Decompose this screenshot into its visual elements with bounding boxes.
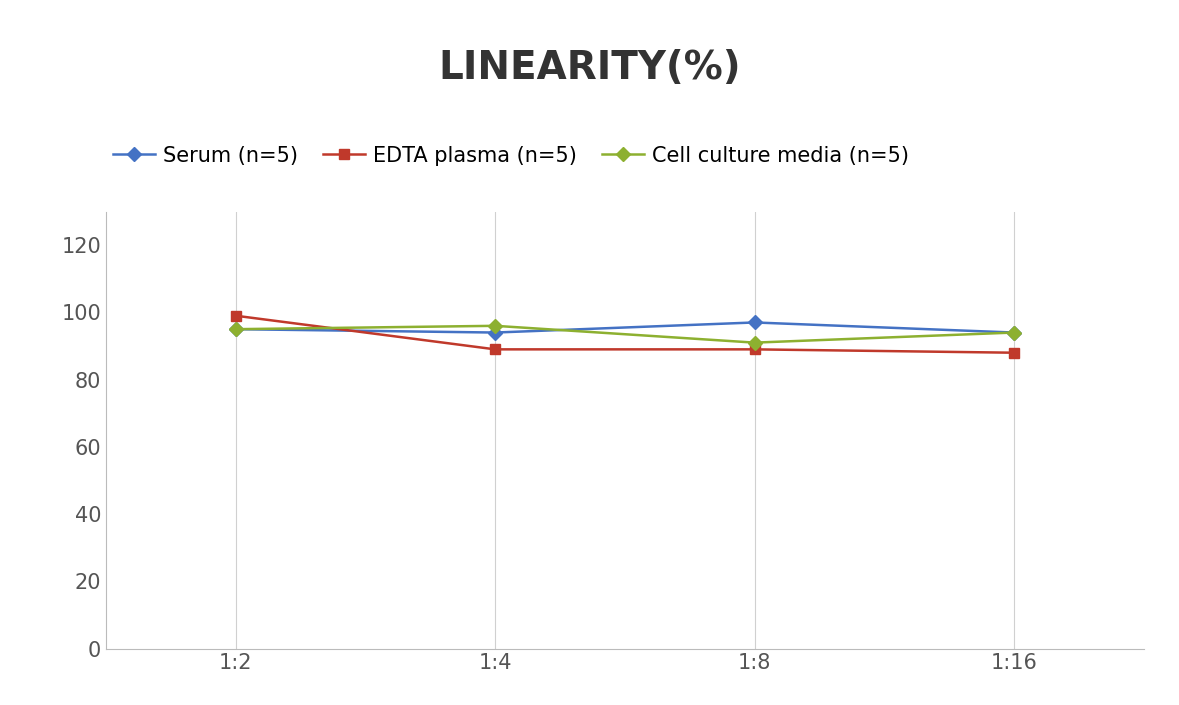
Line: Cell culture media (n=5): Cell culture media (n=5): [231, 321, 1019, 348]
Serum (n=5): [229, 325, 243, 333]
EDTA plasma (n=5): [229, 312, 243, 320]
EDTA plasma (n=5): [488, 345, 502, 354]
Line: Serum (n=5): Serum (n=5): [231, 317, 1019, 338]
Cell culture media (n=5): [1007, 329, 1021, 337]
EDTA plasma (n=5): [1007, 348, 1021, 357]
Serum (n=5): [1007, 329, 1021, 337]
Serum (n=5): [747, 318, 762, 326]
Cell culture media (n=5): [747, 338, 762, 347]
Cell culture media (n=5): [488, 321, 502, 330]
Cell culture media (n=5): [229, 325, 243, 333]
Text: LINEARITY(%): LINEARITY(%): [439, 49, 740, 87]
Legend: Serum (n=5), EDTA plasma (n=5), Cell culture media (n=5): Serum (n=5), EDTA plasma (n=5), Cell cul…: [105, 137, 917, 174]
Serum (n=5): [488, 329, 502, 337]
EDTA plasma (n=5): [747, 345, 762, 354]
Line: EDTA plasma (n=5): EDTA plasma (n=5): [231, 311, 1019, 357]
